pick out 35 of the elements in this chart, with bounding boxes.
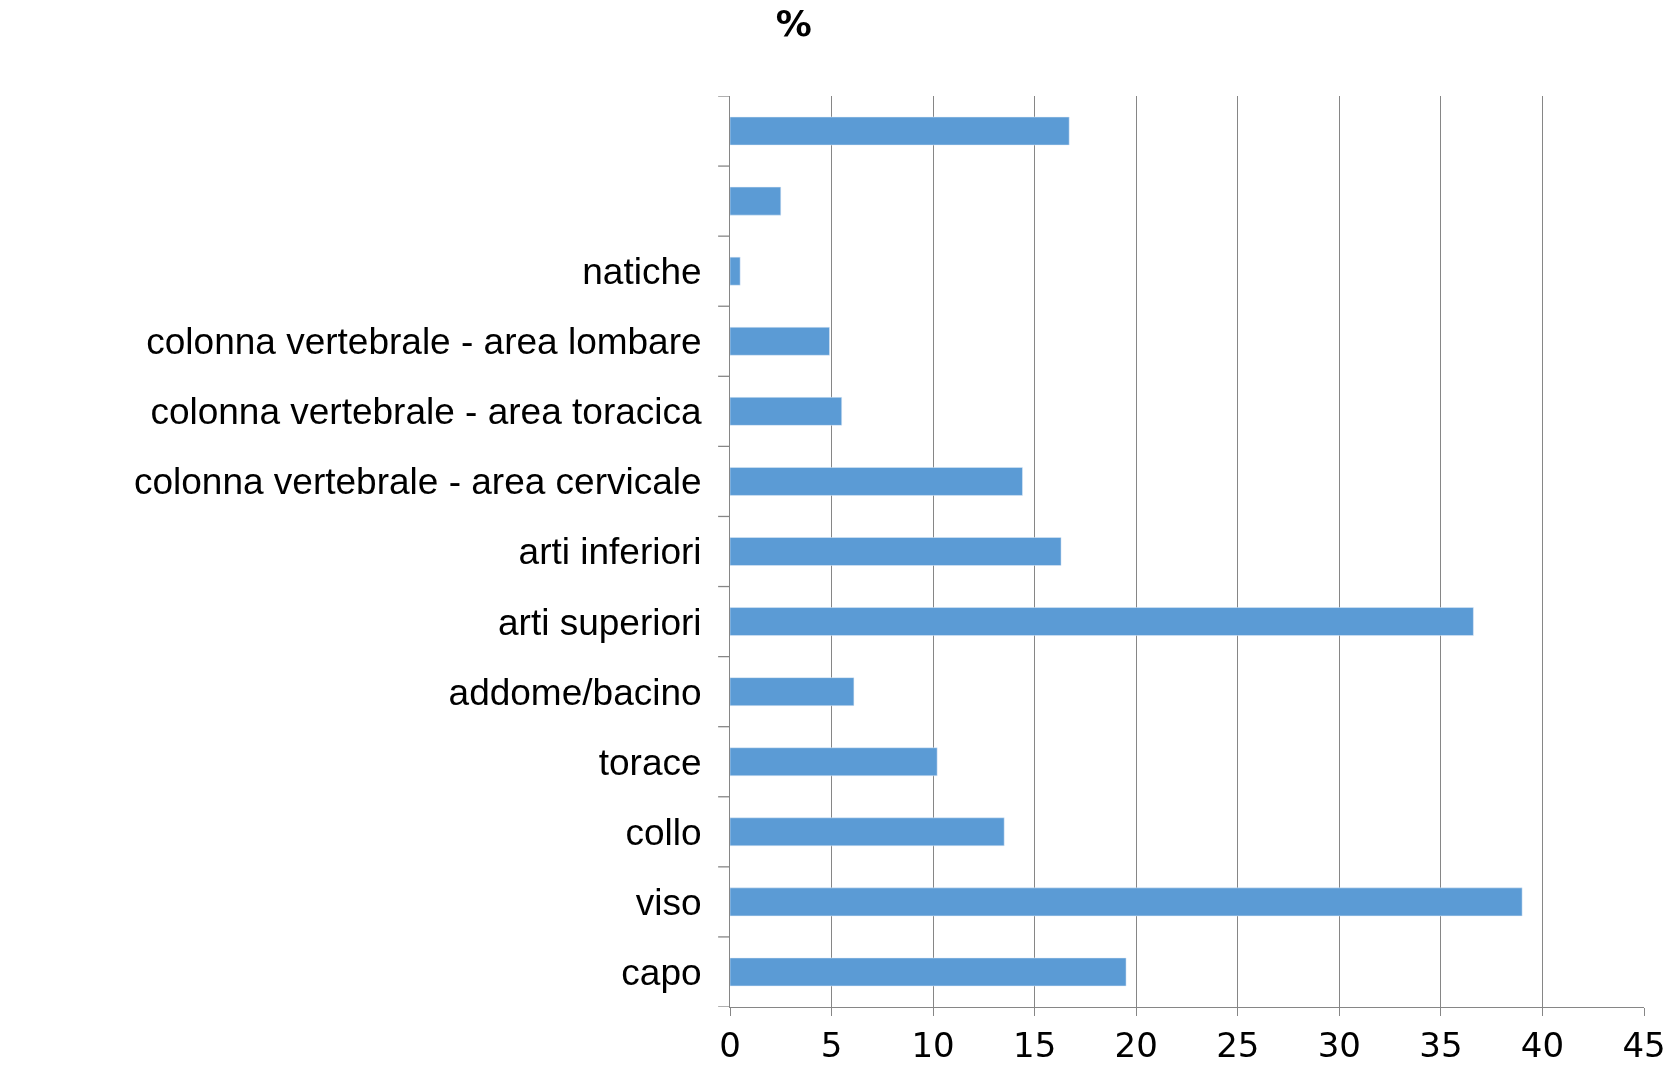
bar: [730, 327, 830, 356]
x-tick-label: 20: [1114, 1024, 1158, 1065]
bar: [730, 186, 782, 216]
bar: [730, 957, 1127, 987]
bar: [730, 467, 1023, 496]
bar: [730, 607, 1474, 636]
bar: [730, 747, 938, 776]
x-tick-label: 15: [1013, 1024, 1057, 1065]
x-tick-label: 35: [1419, 1024, 1463, 1065]
y-tick-label: torace: [598, 741, 702, 783]
bar: [730, 817, 1005, 847]
bar: [730, 256, 741, 286]
y-tick-label: collo: [625, 811, 702, 853]
x-tick-label: 40: [1520, 1024, 1565, 1065]
x-tick-label: 10: [911, 1024, 955, 1065]
y-tick-label: arti inferiori: [518, 531, 702, 573]
bar: [730, 537, 1062, 566]
y-tick-label: colonna vertebrale - area lombare: [146, 321, 702, 363]
y-tick-label: colonna vertebrale - area cervicale: [133, 461, 702, 503]
bar: [730, 397, 842, 426]
x-tick-label: 45: [1622, 1024, 1666, 1065]
x-tick-label: 0: [719, 1024, 741, 1065]
bar: [730, 887, 1523, 917]
y-tick-label: viso: [635, 881, 702, 923]
bar: [730, 677, 855, 706]
y-tick-label: natiche: [582, 251, 702, 293]
y-tick-label: capo: [621, 951, 702, 993]
y-tick-label: colonna vertebrale - area toracica: [150, 391, 703, 433]
x-tick-label: 30: [1317, 1024, 1361, 1065]
x-tick-label: 25: [1216, 1024, 1260, 1065]
x-tick-label: 5: [820, 1024, 843, 1065]
y-tick-label: arti superiori: [498, 601, 702, 643]
y-tick-label: addome/bacino: [448, 671, 702, 713]
chart-title: %: [775, 3, 812, 45]
bar: [730, 116, 1070, 146]
